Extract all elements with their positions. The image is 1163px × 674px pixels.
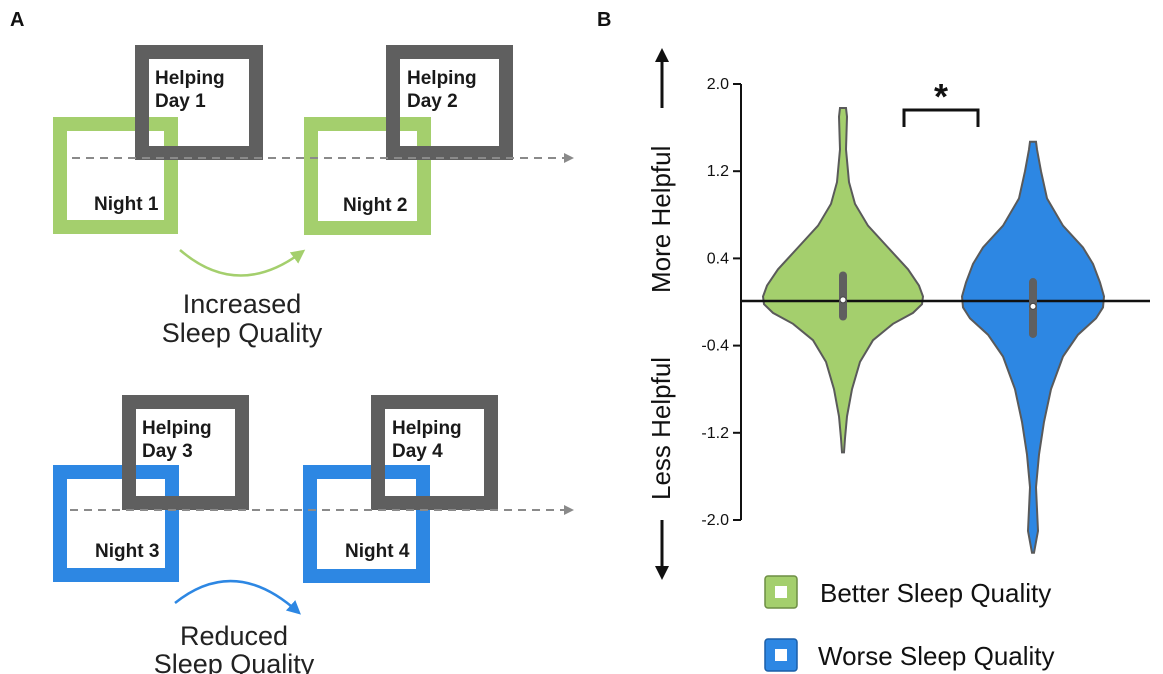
helping-day-3-line1: Helping	[142, 418, 212, 439]
panel-b-letter: B	[597, 9, 611, 31]
caption-top-line2: Sleep Quality	[162, 318, 323, 348]
y-tick-label: -2.0	[701, 512, 729, 529]
helping-day-1-line2: Day 1	[155, 91, 206, 112]
night-3-box	[53, 465, 179, 582]
median-worse	[1029, 302, 1037, 310]
y-tick-label: 2.0	[707, 76, 729, 93]
violin-chart: 2.0 1.2 0.4 -0.4 -1.2 -2.0 * More Helpful Les…	[646, 48, 1150, 580]
less-helpful-label: Less Helpful	[646, 357, 676, 500]
top-row: Helping Day 1 Night 1 Helping Day 2 Nigh…	[53, 45, 574, 348]
night-3-label: Night 3	[95, 541, 159, 562]
helping-day-4-line1: Helping	[392, 418, 462, 439]
up-arrow-head	[655, 48, 669, 62]
violin-worse	[960, 140, 1106, 554]
night-4-label: Night 4	[345, 541, 410, 562]
helping-day-3-box	[122, 395, 249, 510]
significance-star: *	[934, 76, 948, 117]
helping-day-3-line2: Day 3	[142, 441, 193, 462]
legend-swatch-better-inner	[775, 586, 787, 598]
more-helpful-label: More Helpful	[646, 146, 676, 293]
caption-top-line1: Increased	[183, 289, 302, 319]
night-2-box	[304, 117, 431, 235]
helping-day-2-box	[386, 45, 513, 160]
y-tick-label: 1.2	[707, 163, 729, 180]
legend-label-better: Better Sleep Quality	[820, 578, 1051, 608]
y-tick-label: 0.4	[707, 250, 729, 267]
iqr-bar-better	[839, 271, 847, 321]
reduce-curve-arrow	[174, 579, 301, 615]
night-1-label: Night 1	[94, 194, 159, 215]
y-tick-label: -1.2	[701, 425, 729, 442]
helping-day-4-box	[371, 395, 498, 510]
median-better	[839, 296, 847, 304]
helping-day-2-line1: Helping	[407, 68, 477, 89]
helping-day-2-line2: Day 2	[407, 91, 458, 112]
panel-a-letter: A	[10, 9, 24, 31]
bottom-row: Helping Day 3 Night 3 Helping Day 4 Nigh…	[53, 395, 574, 674]
night-4-box	[303, 465, 430, 583]
significance-bracket	[902, 108, 980, 127]
night-1-box	[53, 117, 178, 234]
y-ticks: 2.0 1.2 0.4 -0.4 -1.2 -2.0	[701, 76, 741, 529]
increase-curve-arrow	[179, 249, 306, 277]
legend: Better Sleep Quality Worse Sleep Quality	[764, 575, 1055, 672]
caption-bottom-line2: Sleep Quality	[154, 649, 315, 674]
night-2-label: Night 2	[343, 195, 407, 216]
helping-day-1-line1: Helping	[155, 68, 225, 89]
legend-swatch-worse-inner	[775, 649, 787, 661]
helping-day-1-box	[135, 45, 263, 160]
down-arrow-head	[655, 566, 669, 580]
legend-label-worse: Worse Sleep Quality	[818, 641, 1055, 671]
caption-bottom-line1: Reduced	[180, 621, 288, 651]
helping-day-4-line2: Day 4	[392, 441, 443, 462]
y-tick-label: -0.4	[701, 338, 729, 355]
